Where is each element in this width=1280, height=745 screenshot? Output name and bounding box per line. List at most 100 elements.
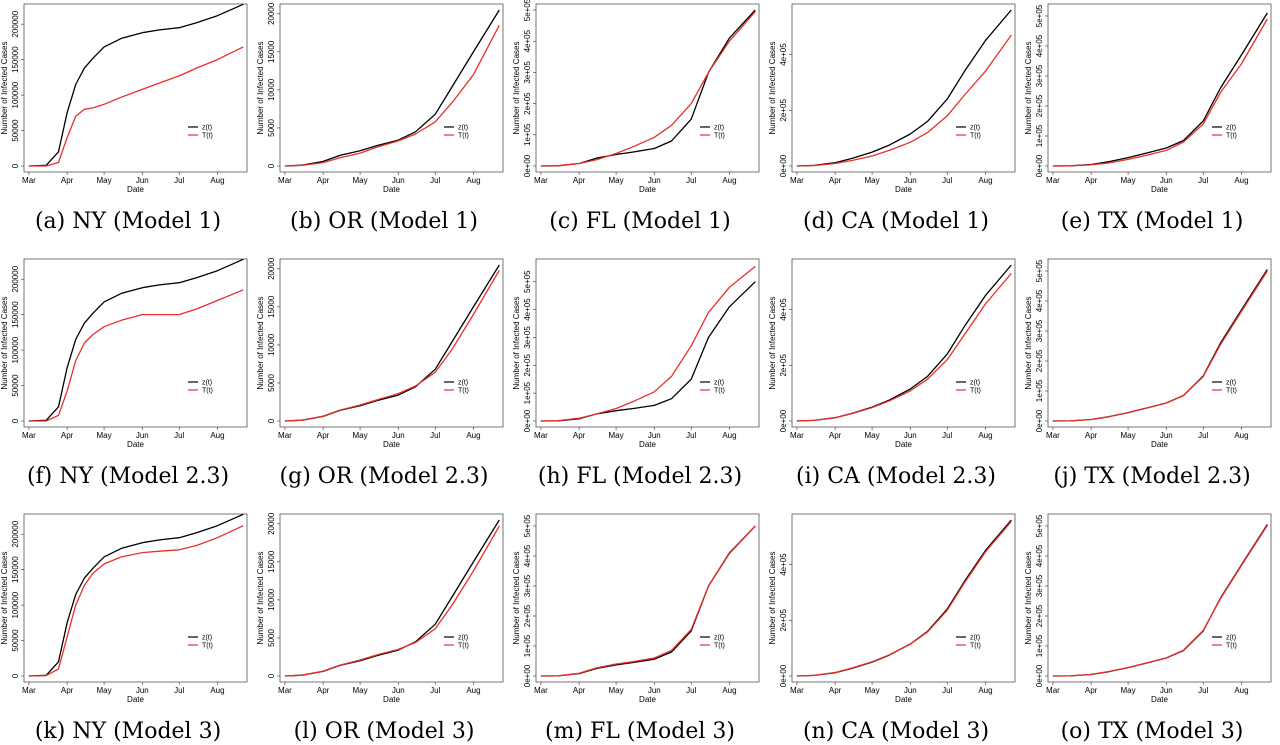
plot-frame: [791, 258, 1016, 428]
x-tick-label: Apr: [317, 686, 330, 695]
legend-label: z(t): [458, 125, 468, 132]
y-tick-label: 0: [11, 163, 20, 168]
series-line-z: [796, 519, 1012, 677]
x-axis-title: Date: [895, 440, 912, 449]
y-axis-title: Number of Infected Cases: [768, 42, 777, 135]
legend-label: T(t): [202, 643, 213, 650]
chart-panel: 0 50000 100000 150000 200000 Mar Apr May Jun Jul A…: [0, 3, 248, 234]
x-tick-label: Mar: [22, 431, 36, 440]
legend-label: T(t): [970, 388, 981, 395]
y-tick-label: 2e+05: [779, 99, 788, 122]
x-axis-title: Date: [895, 695, 912, 704]
x-tick-label: Jun: [392, 686, 405, 695]
x-tick-label: May: [865, 176, 880, 185]
y-tick-label: 4e+05: [1035, 289, 1044, 312]
x-axis-title: Date: [1151, 695, 1168, 704]
x-tick-label: Apr: [1085, 431, 1098, 440]
chart-panel: 0 5000 10000 15000 20000 Mar Apr May Jun Jul Aug Da…: [256, 257, 504, 489]
x-tick-label: Jul: [686, 686, 696, 695]
y-tick-label: 2e+05: [523, 604, 532, 627]
y-axis-title: Number of Infected Cases: [768, 297, 777, 390]
x-tick-label: Jun: [904, 431, 917, 440]
y-tick-label: 5e+05: [1035, 514, 1044, 537]
legend-label: T(t): [714, 133, 725, 140]
legend-label: T(t): [1226, 643, 1237, 650]
x-tick-label: Jun: [1160, 176, 1173, 185]
plot-frame: [279, 513, 504, 683]
legend-label: T(t): [458, 133, 469, 140]
y-tick-label: 0e+00: [1035, 664, 1044, 687]
plot-frame: [23, 258, 248, 428]
x-tick-label: Apr: [829, 176, 842, 185]
y-tick-label: 5000: [267, 629, 276, 647]
y-tick-label: 2e+05: [1035, 349, 1044, 372]
legend-label: z(t): [970, 380, 980, 387]
x-tick-label: Jul: [430, 176, 440, 185]
legend-label: T(t): [1226, 388, 1237, 395]
x-tick-label: Jun: [904, 176, 917, 185]
x-tick-label: May: [97, 176, 112, 185]
x-tick-label: Jul: [942, 176, 952, 185]
subfigure-caption: (d) CA (Model 1): [803, 209, 989, 234]
plot-frame: [23, 513, 248, 683]
y-tick-label: 2e+05: [523, 92, 532, 115]
chart-panel: 0 5000 10000 15000 20000 Mar Apr May Jun Jul Aug Da…: [256, 2, 504, 234]
x-tick-label: Jun: [1160, 431, 1173, 440]
y-tick-label: 1e+05: [1035, 379, 1044, 402]
plot-frame: [1047, 258, 1272, 428]
plot-frame: [791, 513, 1016, 683]
subfigure-caption: (o) TX (Model 3): [1061, 719, 1244, 744]
y-axis-title: Number of Infected Cases: [512, 297, 521, 390]
y-tick-label: 150000: [11, 556, 20, 583]
y-tick-label: 50000: [11, 629, 20, 652]
x-axis-title: Date: [127, 185, 144, 194]
x-tick-label: Aug: [466, 431, 480, 440]
y-tick-label: 0: [267, 418, 276, 423]
y-tick-label: 3e+05: [1035, 64, 1044, 87]
y-tick-label: 5e+05: [523, 514, 532, 537]
subfigure-caption: (n) CA (Model 3): [803, 719, 989, 744]
legend-label: z(t): [970, 635, 980, 642]
y-tick-label: 1e+05: [523, 381, 532, 404]
x-axis-title: Date: [895, 185, 912, 194]
x-tick-label: Mar: [1046, 176, 1060, 185]
y-tick-label: 200000: [11, 520, 20, 547]
plot-frame: [535, 513, 760, 683]
plot-frame: [791, 3, 1016, 173]
x-tick-label: Mar: [278, 431, 292, 440]
x-tick-label: Mar: [278, 686, 292, 695]
y-tick-label: 5e+05: [1035, 259, 1044, 282]
x-axis-title: Date: [639, 185, 656, 194]
plot-frame: [279, 3, 504, 173]
y-tick-label: 100000: [11, 591, 20, 618]
chart-panel: 0e+00 1e+05 2e+05 3e+05 4e+05 5e+05 Mar Apr May J…: [1024, 3, 1272, 234]
series-line-t: [796, 272, 1012, 422]
y-tick-label: 0e+00: [523, 409, 532, 432]
x-tick-label: Jul: [174, 176, 184, 185]
legend-label: T(t): [714, 643, 725, 650]
series-line-z: [1052, 12, 1268, 167]
subfigure-caption: (g) OR (Model 2.3): [280, 464, 489, 489]
y-tick-label: 100000: [11, 81, 20, 108]
y-tick-label: 15000: [267, 40, 276, 63]
y-tick-label: 1e+05: [523, 634, 532, 657]
x-tick-label: Mar: [534, 176, 548, 185]
x-tick-label: Aug: [210, 686, 224, 695]
x-tick-label: Aug: [722, 431, 736, 440]
x-tick-label: Jun: [136, 176, 149, 185]
plot-frame: [1047, 3, 1272, 173]
legend-label: z(t): [202, 635, 212, 642]
y-axis-title: Number of Infected Cases: [256, 297, 265, 390]
x-tick-label: Mar: [1046, 431, 1060, 440]
y-axis-title: Number of Infected Cases: [1024, 42, 1033, 135]
legend-label: z(t): [714, 125, 724, 132]
y-tick-label: 150000: [11, 301, 20, 328]
x-tick-label: Apr: [61, 686, 74, 695]
x-tick-label: Apr: [1085, 686, 1098, 695]
subfigure-caption: (f) NY (Model 2.3): [27, 464, 229, 489]
x-tick-label: Apr: [573, 431, 586, 440]
x-tick-label: Apr: [829, 686, 842, 695]
y-tick-label: 20000: [267, 2, 276, 25]
y-tick-label: 1e+05: [1035, 634, 1044, 657]
